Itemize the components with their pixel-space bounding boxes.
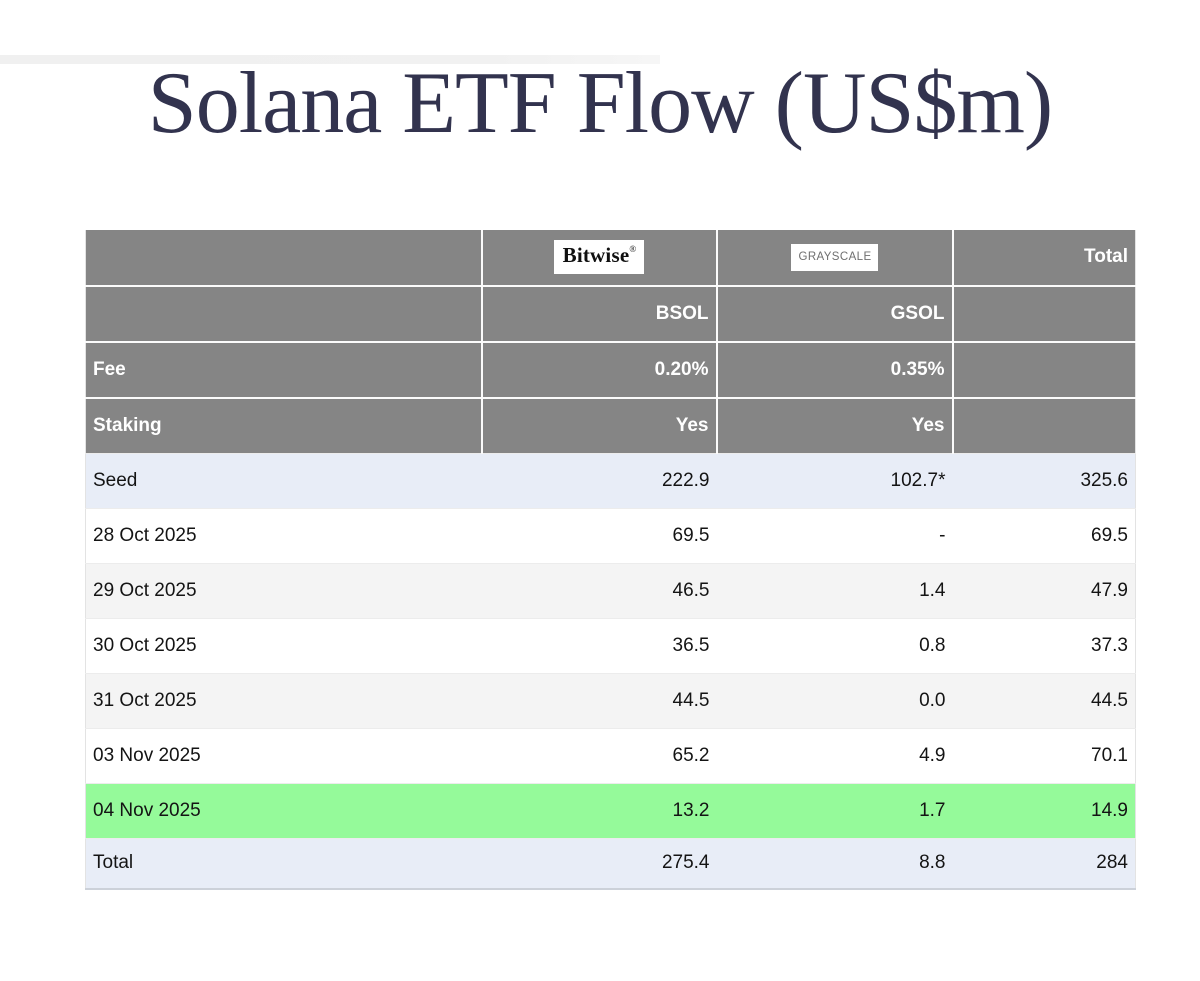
cell-total (951, 397, 1136, 454)
cell-total: 44.5 (952, 673, 1136, 729)
cell-bsol: 46.5 (481, 563, 717, 619)
cell-label: 29 Oct 2025 (85, 563, 482, 619)
cell-gsol: 1.7 (716, 783, 953, 839)
top-strip (0, 55, 660, 64)
cell-gsol: 1.4 (716, 563, 953, 619)
table-row-29-oct: 29 Oct 2025 46.5 1.4 47.9 (85, 563, 1136, 619)
table-row-04-nov-highlighted: 04 Nov 2025 13.2 1.7 14.9 (85, 783, 1136, 839)
staking-row: Staking Yes Yes (85, 397, 1136, 454)
page-title: Solana ETF Flow (US$m) (147, 55, 1053, 152)
cell-bitwise: Bitwise® (480, 229, 717, 287)
cell-label: 30 Oct 2025 (85, 618, 482, 674)
etf-flow-table: Bitwise® GRAYSCALE Total BSOL GSOL Fee 0… (85, 229, 1136, 890)
cell-label: Fee (85, 341, 482, 399)
cell-total (951, 285, 1136, 343)
cell-label: Seed (85, 453, 482, 509)
cell-gsol: 0.8 (716, 618, 953, 674)
cell-bsol: 44.5 (481, 673, 717, 729)
ticker-row: BSOL GSOL (85, 285, 1136, 343)
cell-total: 47.9 (952, 563, 1136, 619)
bitwise-logo: Bitwise® (553, 240, 645, 275)
table-row-03-nov: 03 Nov 2025 65.2 4.9 70.1 (85, 728, 1136, 784)
cell-label: Staking (85, 397, 482, 454)
cell-gsol: 4.9 (716, 728, 953, 784)
cell-total: 37.3 (952, 618, 1136, 674)
cell-bsol: 275.4 (481, 838, 717, 889)
bitwise-logo-text: Bitwise (562, 243, 630, 268)
fee-row: Fee 0.20% 0.35% (85, 341, 1136, 399)
cell-gsol: - (716, 508, 953, 564)
cell-gsol-ticker: GSOL (715, 285, 953, 343)
cell-label-empty (85, 229, 482, 287)
cell-label: Total (85, 838, 482, 889)
table-body: Seed 222.9 102.7* 325.6 28 Oct 2025 69.5… (85, 453, 1136, 889)
cell-gsol: 0.0 (716, 673, 953, 729)
cell-gsol-fee: 0.35% (715, 341, 953, 399)
cell-gsol: 8.8 (716, 838, 953, 889)
cell-grayscale: GRAYSCALE (715, 229, 953, 287)
registered-mark-icon: ® (629, 244, 637, 255)
cell-total: 69.5 (952, 508, 1136, 564)
cell-total: 284 (952, 838, 1136, 889)
cell-label: 31 Oct 2025 (85, 673, 482, 729)
cell-gsol-staking: Yes (715, 397, 953, 454)
table-row-30-oct: 30 Oct 2025 36.5 0.8 37.3 (85, 618, 1136, 674)
grayscale-logo: GRAYSCALE (791, 243, 878, 271)
table-row-seed: Seed 222.9 102.7* 325.6 (85, 453, 1136, 509)
cell-bsol: 222.9 (481, 453, 717, 509)
cell-bsol: 36.5 (481, 618, 717, 674)
cell-total: 70.1 (952, 728, 1136, 784)
cell-bsol-fee: 0.20% (480, 341, 717, 399)
table-header: Bitwise® GRAYSCALE Total BSOL GSOL Fee 0… (85, 229, 1136, 454)
cell-label: 03 Nov 2025 (85, 728, 482, 784)
issuer-logo-row: Bitwise® GRAYSCALE Total (85, 229, 1136, 287)
cell-label: 04 Nov 2025 (85, 783, 482, 839)
cell-bsol: 65.2 (481, 728, 717, 784)
cell-gsol: 102.7* (716, 453, 953, 509)
cell-label (85, 285, 482, 343)
cell-total: 14.9 (952, 783, 1136, 839)
total-column-header: Total (951, 229, 1136, 287)
table-row-28-oct: 28 Oct 2025 69.5 - 69.5 (85, 508, 1136, 564)
cell-total: 325.6 (952, 453, 1136, 509)
cell-bsol-ticker: BSOL (480, 285, 717, 343)
cell-bsol: 69.5 (481, 508, 717, 564)
table-row-total: Total 275.4 8.8 284 (85, 838, 1136, 889)
cell-total (951, 341, 1136, 399)
cell-bsol: 13.2 (481, 783, 717, 839)
cell-label: 28 Oct 2025 (85, 508, 482, 564)
table-row-31-oct: 31 Oct 2025 44.5 0.0 44.5 (85, 673, 1136, 729)
cell-bsol-staking: Yes (480, 397, 717, 454)
